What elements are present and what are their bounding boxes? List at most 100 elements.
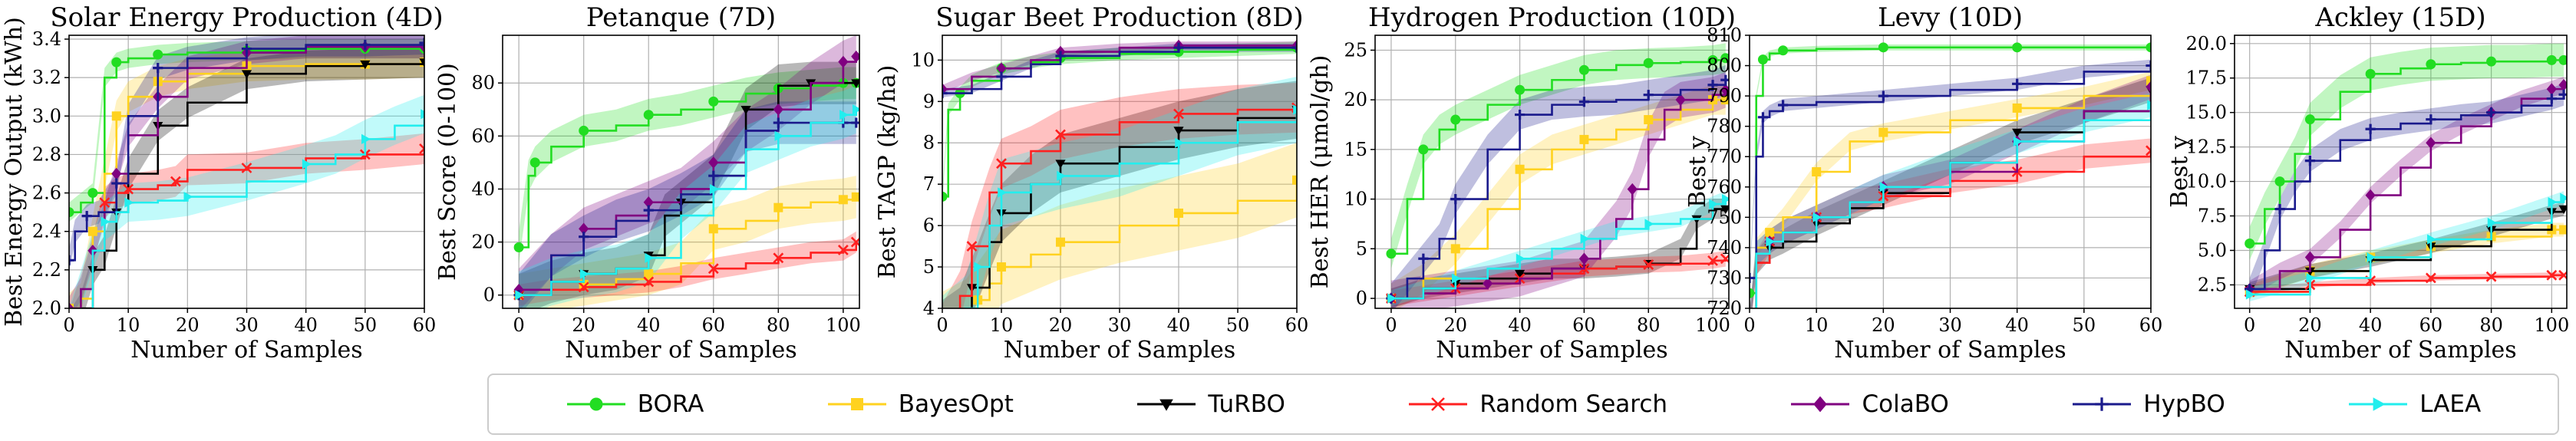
- marker-hypbo: [643, 205, 654, 216]
- marker-laea: [1387, 293, 1397, 304]
- marker-bora: [69, 207, 74, 218]
- legend-marker: [589, 397, 603, 411]
- marker-laea: [361, 133, 371, 144]
- y-tick-label: 2.5: [2198, 274, 2227, 295]
- marker-bora: [87, 188, 98, 199]
- marker-bayesopt: [2146, 76, 2151, 86]
- band-turbo: [1750, 77, 2151, 308]
- band-bayesopt: [1390, 84, 1726, 308]
- y-tick-label: 800: [1707, 55, 1742, 77]
- line-laea: [965, 110, 1297, 308]
- marker-laea: [645, 252, 655, 263]
- marker-bora: [2426, 59, 2436, 70]
- marker-bora: [1707, 54, 1718, 65]
- y-tick-label: 20.0: [2186, 33, 2227, 54]
- marker-colabo: [1675, 94, 1686, 106]
- marker-bora: [2546, 54, 2557, 65]
- y-tick-label: 25: [1344, 39, 1367, 61]
- marker-bayesopt: [997, 262, 1006, 272]
- y-tick-label: 2.4: [32, 221, 61, 242]
- marker-bayesopt: [1878, 127, 1888, 137]
- marker-random-search: [837, 245, 849, 255]
- marker-bayesopt: [1812, 167, 1822, 176]
- marker-turbo: [1720, 205, 1729, 215]
- legend-marker: [1159, 399, 1174, 411]
- y-tick-label: 750: [1707, 206, 1742, 228]
- y-axis-label: Best y: [1684, 136, 1711, 208]
- panel-6: 0 20 40 60 80 100 2.5 5.0 7.5 10.0 12.5 15.0 17.5 20.…: [2166, 2, 2569, 364]
- legend-label: ColaBO: [1862, 390, 1949, 418]
- marker-bora: [2365, 68, 2376, 79]
- marker-bora: [2245, 238, 2255, 248]
- marker-hypbo: [111, 178, 122, 189]
- legend-item-hypbo: HypBO: [2071, 390, 2225, 418]
- x-tick-label: 100: [1695, 314, 1730, 336]
- x-tick-label: 60: [701, 314, 725, 336]
- y-axis-label: Best Score (0-100): [434, 63, 461, 281]
- marker-colabo: [2365, 189, 2376, 202]
- y-tick-label: 10: [1344, 189, 1367, 210]
- line-laea: [1755, 104, 2151, 308]
- marker-turbo: [2558, 205, 2567, 215]
- marker-bora: [1450, 114, 1461, 125]
- marker-colabo: [2146, 81, 2151, 94]
- marker-laea: [839, 110, 849, 120]
- panel-title: Sugar Beet Production (8D): [935, 2, 1303, 33]
- x-tick-label: 80: [767, 314, 790, 336]
- marker-colabo: [2426, 137, 2436, 150]
- marker-hypbo: [360, 39, 371, 51]
- legend-marker: [1431, 397, 1446, 411]
- marker-laea: [2245, 289, 2255, 300]
- marker-laea: [998, 187, 1008, 198]
- y-tick-label: 15.0: [2186, 102, 2227, 123]
- marker-laea: [709, 183, 719, 195]
- y-tick-label: 9: [923, 91, 935, 112]
- marker-bayesopt: [1515, 164, 1525, 174]
- y-tick-label: 2.0: [32, 298, 61, 319]
- band-turbo: [2249, 202, 2564, 296]
- marker-bora: [529, 157, 540, 168]
- marker-laea: [2306, 272, 2316, 284]
- legend-swatch: [2073, 397, 2132, 411]
- marker-bora: [2486, 56, 2497, 67]
- band-random-search: [70, 133, 424, 308]
- x-tick-label: 10: [117, 314, 140, 336]
- band-laea: [2249, 191, 2564, 302]
- panel-title: Petanque (7D): [586, 2, 776, 33]
- marker-bora: [1386, 248, 1397, 259]
- legend-swatch: [827, 398, 886, 410]
- x-tick-label: 30: [1108, 314, 1132, 336]
- y-tick-label: 2.2: [32, 259, 61, 281]
- band-bora: [1390, 43, 1726, 269]
- x-tick-label: 100: [826, 314, 861, 336]
- marker-laea: [302, 159, 312, 169]
- marker-random-search: [1643, 259, 1654, 270]
- legend-item-colabo: ColaBO: [1789, 390, 1949, 418]
- marker-colabo: [1578, 252, 1590, 265]
- panel-1: 0 10 20 30 40 50 60 2.0 2.2 2.4 2.6 2.8 3.0 3.2 3.4Sol…: [1, 2, 444, 364]
- band-turbo: [942, 81, 1297, 308]
- marker-hypbo: [241, 43, 252, 54]
- y-tick-label: 730: [1707, 267, 1742, 288]
- plot-area: [2244, 43, 2567, 302]
- y-tick-label: 80: [471, 72, 495, 94]
- marker-bora: [1643, 58, 1654, 68]
- marker-hypbo: [1878, 91, 1888, 101]
- y-tick-label: 12.5: [2186, 137, 2227, 158]
- x-tick-label: 0: [1743, 314, 1755, 336]
- band-turbo: [519, 61, 856, 308]
- plot-area: [942, 39, 1297, 308]
- panel-title: Solar Energy Production (4D): [50, 2, 443, 33]
- y-tick-label: 60: [471, 125, 495, 146]
- marker-colabo: [1720, 84, 1729, 96]
- marker-random-search: [2485, 271, 2497, 282]
- y-tick-label: 17.5: [2186, 67, 2227, 89]
- band-hypbo: [2249, 83, 2564, 301]
- band-laea: [519, 85, 856, 308]
- x-tick-label: 60: [2419, 314, 2443, 336]
- panel-title: Ackley (15D): [2314, 2, 2485, 33]
- y-tick-label: 5.0: [2198, 239, 2227, 261]
- marker-laea: [1709, 199, 1719, 209]
- x-tick-label: 60: [1285, 314, 1309, 336]
- x-tick-label: 0: [1385, 314, 1397, 336]
